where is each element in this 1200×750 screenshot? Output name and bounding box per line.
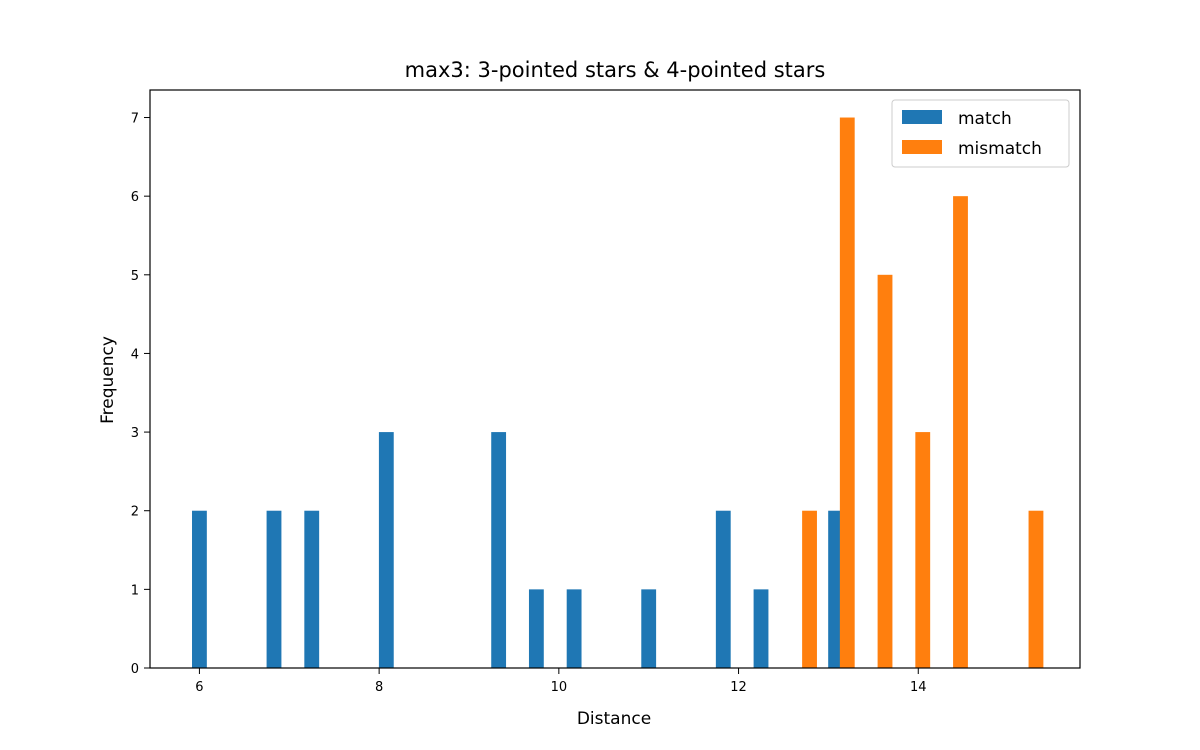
legend-label-mismatch: mismatch [958,139,1042,159]
bar-match-3 [378,432,394,668]
bar-match-2 [304,510,320,668]
chart-title: max3: 3-pointed stars & 4-pointed stars [405,58,826,82]
x-tick-label: 10 [551,680,568,695]
bar-match-6 [566,589,582,668]
y-tick-label: 6 [131,190,139,205]
bar-match-4 [491,432,507,668]
bar-mismatch-4 [953,196,968,668]
legend-swatch-mismatch [902,140,942,154]
bar-mismatch-2 [877,274,893,668]
y-tick-label: 3 [131,426,139,441]
bar-match-1 [266,510,282,668]
y-tick-label: 4 [131,347,139,362]
x-tick-label: 8 [375,680,383,695]
y-axis-ticks: 0 1 2 3 4 5 6 7 [131,112,150,677]
x-tick-label: 6 [195,680,203,695]
bar-mismatch-5 [1028,510,1044,668]
bar-match-0 [192,510,207,668]
y-tick-label: 7 [131,112,139,127]
x-axis-label: Distance [577,709,651,729]
bar-match-10 [828,510,844,668]
y-tick-label: 1 [131,583,139,598]
bar-match-5 [528,589,544,668]
bars-group [192,117,1044,669]
x-tick-label: 12 [730,680,747,695]
bar-mismatch-3 [915,432,931,668]
x-axis-ticks: 6 8 10 12 14 [195,668,927,695]
bar-match-8 [715,510,731,668]
legend-swatch-match [902,110,942,124]
bar-match-9 [753,589,769,668]
y-tick-label: 5 [131,269,139,284]
y-axis-label: Frequency [98,336,118,424]
plot-frame [149,89,1081,669]
y-tick-label: 2 [131,505,139,520]
bar-match-7 [641,589,657,668]
legend: match mismatch [891,99,1070,168]
bar-mismatch-1 [839,117,855,669]
bar-mismatch-0 [802,510,817,668]
legend-label-match: match [958,109,1012,129]
x-tick-label: 14 [910,680,927,695]
y-tick-label: 0 [131,662,139,677]
